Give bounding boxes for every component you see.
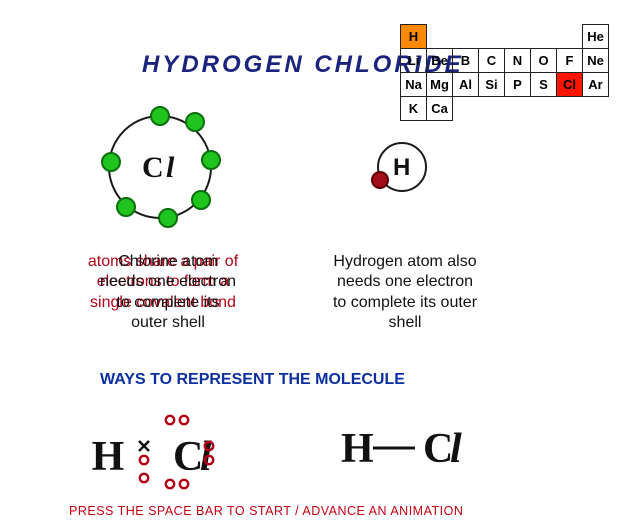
svg-text:C: C (173, 434, 203, 480)
element-cell-o: O (531, 49, 557, 73)
section-banner: WAYS TO REPRESENT THE MOLECULE (100, 371, 405, 389)
element-cell-h: H (401, 25, 427, 49)
element-cell-ca: Ca (427, 97, 453, 121)
lewis-dot-structure: HCl (78, 404, 248, 499)
element-cell-p: P (505, 73, 531, 97)
hydrogen-caption: Hydrogen atom alsoneeds one electronto c… (310, 252, 500, 334)
element-cell-f: F (557, 49, 583, 73)
svg-text:C: C (142, 151, 164, 184)
element-cell-ar: Ar (583, 73, 609, 97)
element-cell-cl: Cl (557, 73, 583, 97)
element-cell-he: He (583, 25, 609, 49)
svg-text:H: H (393, 154, 410, 181)
footer-instruction: PRESS THE SPACE BAR TO START / ADVANCE A… (69, 504, 463, 518)
element-cell-li: Li (401, 49, 427, 73)
periodic-table-fragment: H He LiBeBCNOFNe NaMgAlSiPSClAr KCa (400, 24, 609, 121)
svg-text:l: l (450, 426, 462, 472)
element-cell-si: Si (479, 73, 505, 97)
svg-text:l: l (166, 151, 175, 184)
element-cell-s: S (531, 73, 557, 97)
line-bond-structure: H Cl (315, 400, 495, 480)
svg-text:C: C (423, 426, 453, 472)
element-cell-n: N (505, 49, 531, 73)
element-cell-k: K (401, 97, 427, 121)
svg-text:H: H (341, 426, 374, 472)
element-cell-ne: Ne (583, 49, 609, 73)
element-cell-c: C (479, 49, 505, 73)
element-cell-be: Be (427, 49, 453, 73)
element-cell-mg: Mg (427, 73, 453, 97)
element-cell-al: Al (453, 73, 479, 97)
element-cell-b: B (453, 49, 479, 73)
svg-text:H: H (92, 434, 125, 480)
chlorine-caption-black: Chlorine atomneeds one electronto comple… (63, 252, 273, 334)
element-cell-na: Na (401, 73, 427, 97)
